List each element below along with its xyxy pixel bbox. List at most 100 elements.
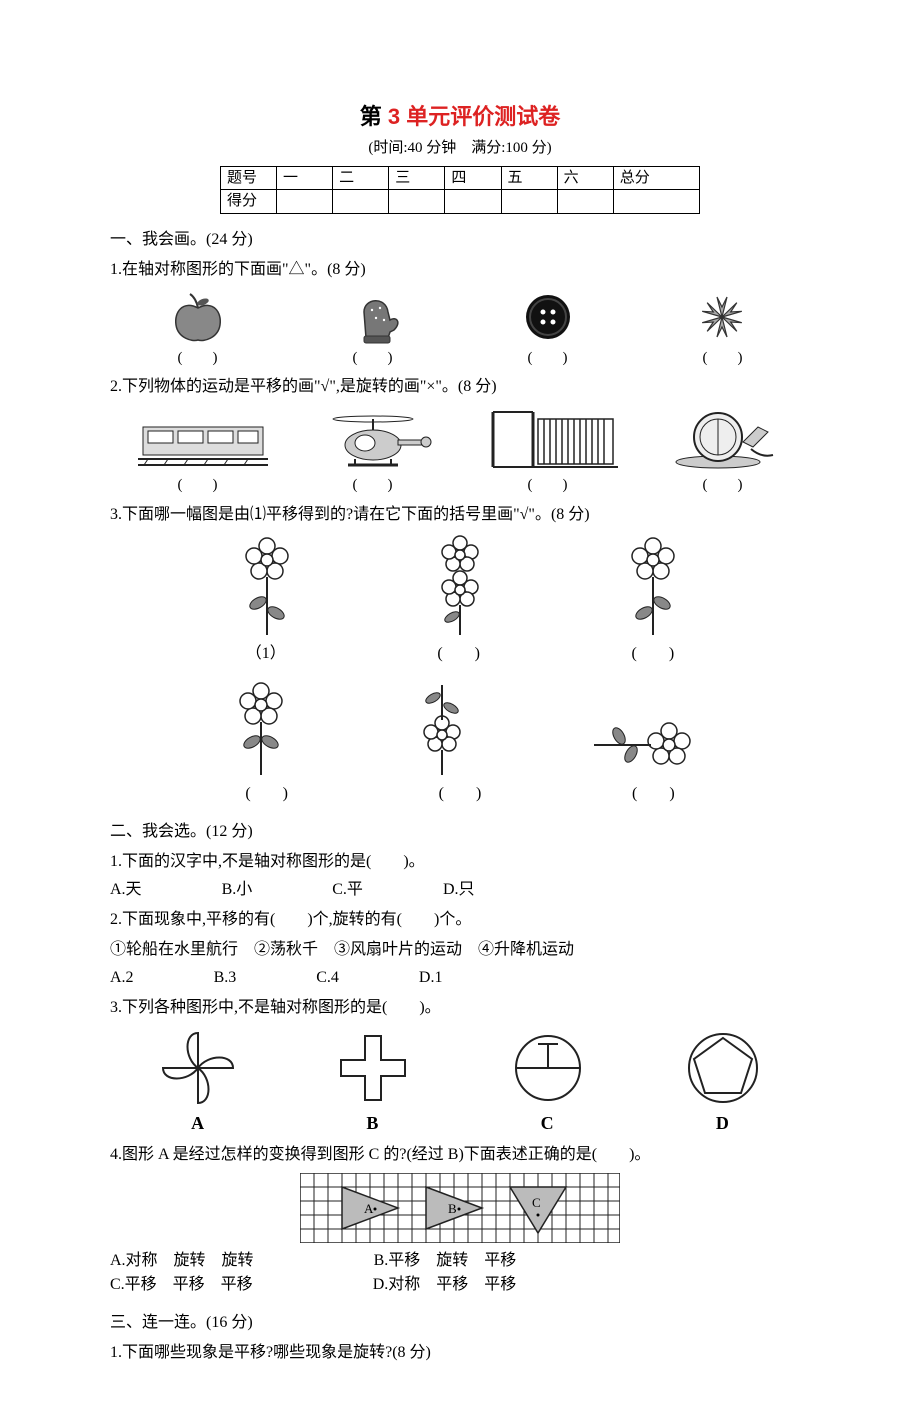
score-table: 题号 一 二 三 四 五 六 总分 得分 [220, 166, 700, 214]
question-2-3: 3.下列各种图形中,不是轴对称图形的是( )。 [110, 996, 810, 1020]
title-number: 3 [388, 104, 400, 129]
q2-1-options: A.天 B.小 C.平 D.只 [110, 878, 810, 902]
question-2-4: 4.图形 A 是经过怎样的变换得到图形 C 的?(经过 B)下面表述正确的是( … [110, 1143, 810, 1167]
helicopter-icon [323, 407, 433, 472]
table-row: 得分 [221, 190, 700, 214]
cell [389, 190, 445, 214]
cell: 总分 [613, 166, 699, 190]
pentagon-icon [678, 1028, 768, 1108]
cell [333, 190, 389, 214]
q3-labels-row2: ( ) ( ) ( ) [170, 782, 750, 806]
flower-icon [226, 680, 296, 780]
apple-icon [168, 290, 228, 345]
option-d: D.只 [443, 878, 475, 902]
paren: ( ) [528, 347, 568, 370]
paren: ( ) [703, 474, 743, 497]
question-2-1: 1.下面的汉字中,不是轴对称图形的是( )。 [110, 850, 810, 874]
q1-images [110, 290, 810, 345]
cell: 二 [333, 166, 389, 190]
cell: 题号 [221, 166, 277, 190]
question-1-3: 3.下面哪一幅图是由⑴平移得到的?请在它下面的括号里画"√"。(8 分) [110, 503, 810, 527]
flower-icon [618, 535, 688, 640]
gate-icon [488, 407, 618, 472]
q2-4-grid: A B C [110, 1173, 810, 1243]
circle-t-icon [503, 1028, 593, 1108]
label-b: B [366, 1110, 378, 1137]
paren: ( ) [353, 347, 393, 370]
wheel-icon [673, 407, 783, 472]
option-c: C.平移 平移 平移 [110, 1273, 253, 1297]
paren: ( ) [439, 782, 482, 806]
q1-parens: ( ) ( ) ( ) ( ) [110, 347, 810, 370]
option-a: A.对称 旋转 旋转 [110, 1249, 254, 1273]
snowflake-icon [692, 290, 752, 345]
q3-images-row2 [170, 680, 750, 780]
paren: ( ) [437, 642, 480, 666]
label-c: C [541, 1110, 554, 1137]
svg-text:B: B [448, 1201, 457, 1216]
flower-icon [407, 680, 477, 780]
paren: ( ) [353, 474, 393, 497]
flower-icon [589, 710, 694, 780]
option-b: B.平移 旋转 平移 [374, 1249, 517, 1273]
paren: ( ) [528, 474, 568, 497]
shape-labels: A B C D [110, 1110, 810, 1137]
question-1-2: 2.下列物体的运动是平移的画"√",是旋转的画"×"。(8 分) [110, 375, 810, 399]
svg-text:C: C [532, 1195, 541, 1210]
option-c: C.4 [316, 966, 339, 990]
cross-icon [328, 1028, 418, 1108]
table-row: 题号 一 二 三 四 五 六 总分 [221, 166, 700, 190]
question-3-1: 1.下面哪些现象是平移?哪些现象是旋转?(8 分) [110, 1341, 810, 1365]
label-a: A [191, 1110, 204, 1137]
mitten-icon [344, 290, 404, 345]
paren: ( ) [178, 347, 218, 370]
q2-3-shapes [110, 1028, 810, 1108]
svg-text:A: A [364, 1201, 374, 1216]
option-d: D.对称 平移 平移 [373, 1273, 517, 1297]
option-b: B.3 [214, 966, 237, 990]
q3-images-row1 [170, 535, 750, 640]
section-heading: 二、我会选。(12 分) [110, 820, 810, 844]
cell: 五 [501, 166, 557, 190]
cell [445, 190, 501, 214]
cell [557, 190, 613, 214]
paren: ( ) [632, 642, 675, 666]
question-1-1: 1.在轴对称图形的下面画"△"。(8 分) [110, 258, 810, 282]
cell: 三 [389, 166, 445, 190]
q2-parens: ( ) ( ) ( ) ( ) [110, 474, 810, 497]
q2-images [110, 407, 810, 472]
q3-labels-row1: （1） ( ) ( ) [170, 642, 750, 666]
question-2-2-items: ①轮船在水里航行 ②荡秋千 ③风扇叶片的运动 ④升降机运动 [110, 938, 810, 962]
cell [613, 190, 699, 214]
label-d: D [716, 1110, 729, 1137]
option-a: A.天 [110, 878, 142, 902]
option-a: A.2 [110, 966, 134, 990]
section-2: 二、我会选。(12 分) 1.下面的汉字中,不是轴对称图形的是( )。 A.天 … [110, 820, 810, 1297]
cell [277, 190, 333, 214]
paren: ( ) [245, 782, 288, 806]
subtitle: (时间:40 分钟 满分:100 分) [110, 137, 810, 160]
cell [501, 190, 557, 214]
train-icon [138, 407, 268, 472]
paren: ( ) [703, 347, 743, 370]
section-3: 三、连一连。(16 分) 1.下面哪些现象是平移?哪些现象是旋转?(8 分) [110, 1311, 810, 1365]
section-1: 一、我会画。(24 分) 1.在轴对称图形的下面画"△"。(8 分) [110, 228, 810, 806]
title-suffix: 单元评价测试卷 [400, 104, 560, 129]
paren: ( ) [178, 474, 218, 497]
q2-4-options-1: A.对称 旋转 旋转 B.平移 旋转 平移 [110, 1249, 810, 1273]
flower-icon [232, 535, 302, 640]
section-heading: 一、我会画。(24 分) [110, 228, 810, 252]
option-c: C.平 [332, 878, 363, 902]
q2-2-options: A.2 B.3 C.4 D.1 [110, 966, 810, 990]
button-icon [521, 290, 576, 345]
pinwheel-icon [153, 1028, 243, 1108]
grid-diagram-icon: A B C [300, 1173, 620, 1243]
cell: 得分 [221, 190, 277, 214]
q2-4-options-2: C.平移 平移 平移 D.对称 平移 平移 [110, 1273, 810, 1297]
page-title: 第 3 单元评价测试卷 [110, 100, 810, 133]
question-2-2: 2.下面现象中,平移的有( )个,旋转的有( )个。 [110, 908, 810, 932]
label-1: （1） [246, 642, 286, 666]
cell: 六 [557, 166, 613, 190]
title-prefix: 第 [360, 104, 388, 129]
option-b: B.小 [222, 878, 253, 902]
